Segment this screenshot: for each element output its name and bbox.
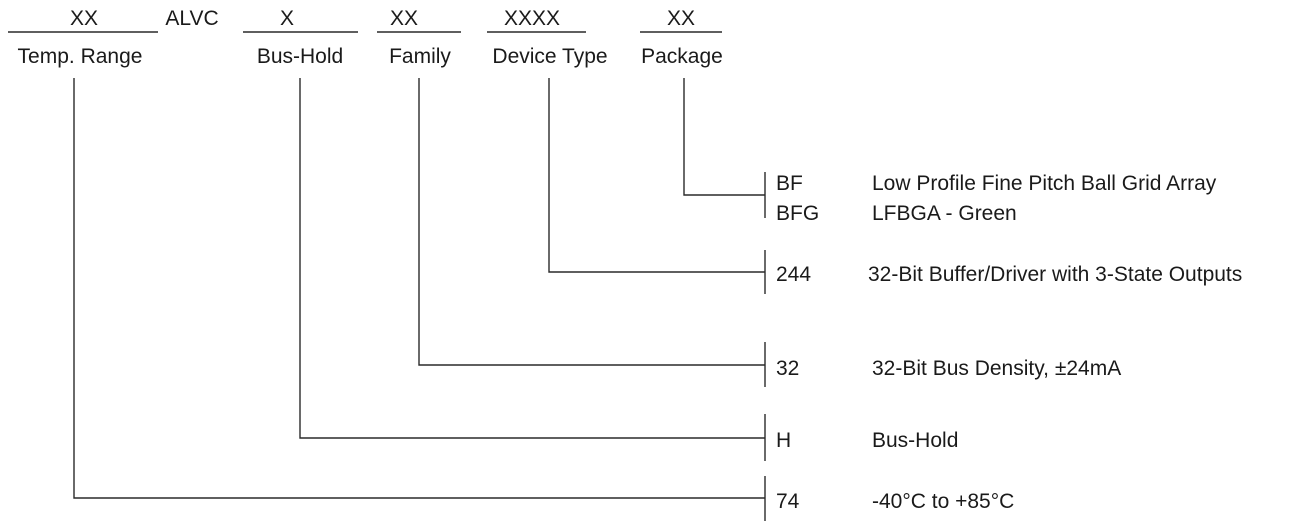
bus-hold-option-description: Bus-Hold bbox=[872, 429, 958, 452]
device-type-option-description: 32-Bit Buffer/Driver with 3-State Output… bbox=[868, 263, 1242, 286]
device-type-options: 244 32-Bit Buffer/Driver with 3-State Ou… bbox=[776, 263, 1242, 286]
package-option-code: BF bbox=[776, 172, 803, 195]
package-options: BF Low Profile Fine Pitch Ball Grid Arra… bbox=[776, 172, 1217, 225]
header-codes: XX ALVC X XX XXXX XX bbox=[70, 7, 695, 30]
bus-hold-connector bbox=[299, 78, 765, 439]
temp-range-option-description: -40°C to +85°C bbox=[872, 490, 1014, 513]
device-type-option-code: 244 bbox=[776, 263, 811, 286]
family-label: Family bbox=[389, 45, 451, 68]
package-option-code: BFG bbox=[776, 202, 819, 225]
bus-hold-code: X bbox=[280, 7, 294, 30]
family-connector bbox=[418, 78, 765, 366]
package-option-description: Low Profile Fine Pitch Ball Grid Array bbox=[872, 172, 1217, 195]
bus-hold-option-code: H bbox=[776, 429, 791, 452]
alvc-code: ALVC bbox=[165, 7, 218, 30]
temp-range-option-code: 74 bbox=[776, 490, 800, 513]
temp-range-code: XX bbox=[70, 7, 98, 30]
bus-hold-options: H Bus-Hold bbox=[776, 429, 958, 452]
family-option-code: 32 bbox=[776, 357, 799, 380]
device-type-connector bbox=[548, 78, 765, 273]
package-label: Package bbox=[641, 45, 723, 68]
temp-range-options: 74 -40°C to +85°C bbox=[776, 490, 1014, 513]
bus-hold-label: Bus-Hold bbox=[257, 45, 343, 68]
package-code: XX bbox=[667, 7, 695, 30]
temp-range-label: Temp. Range bbox=[18, 45, 143, 68]
device-type-code: XXXX bbox=[504, 7, 560, 30]
family-code: XX bbox=[390, 7, 418, 30]
family-options: 32 32-Bit Bus Density, ±24mA bbox=[776, 357, 1121, 380]
package-option-description: LFBGA - Green bbox=[872, 202, 1017, 225]
temp-range-connector bbox=[73, 78, 765, 499]
package-connector bbox=[683, 78, 765, 196]
header-labels: Temp. Range Bus-Hold Family Device Type … bbox=[18, 45, 723, 68]
family-option-description: 32-Bit Bus Density, ±24mA bbox=[872, 357, 1121, 380]
device-type-label: Device Type bbox=[492, 45, 607, 68]
connector-lines bbox=[73, 78, 766, 521]
